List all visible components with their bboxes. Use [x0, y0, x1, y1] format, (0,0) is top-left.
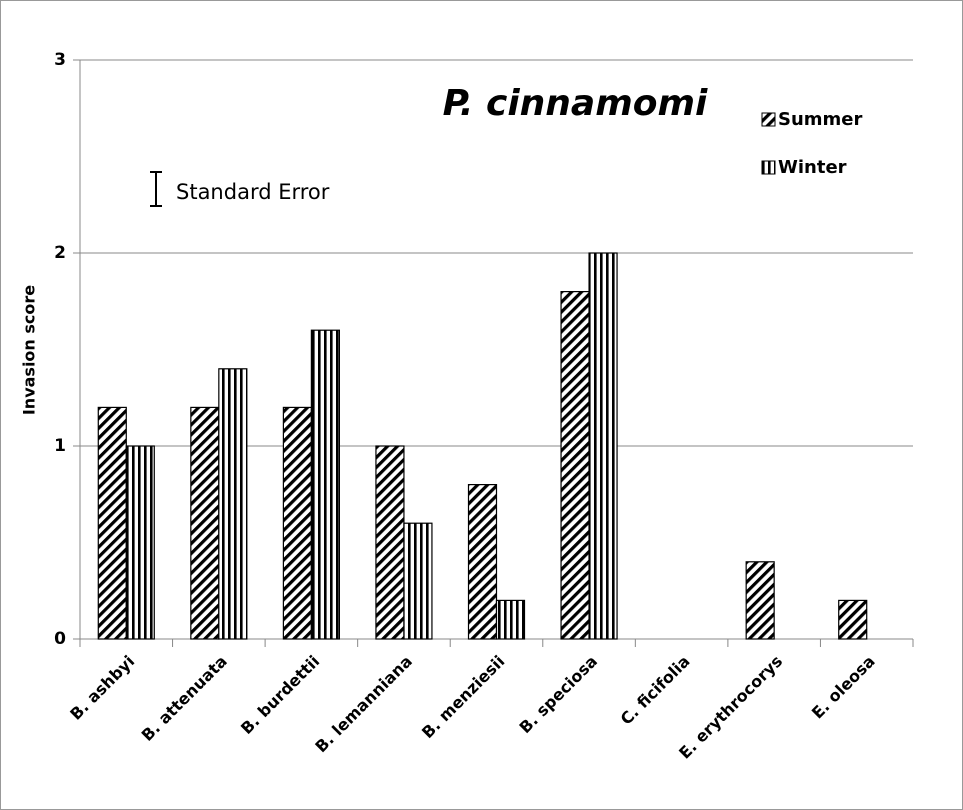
- legend-label: Winter: [778, 157, 847, 178]
- legend-swatch: [761, 112, 776, 127]
- bar: [125, 445, 155, 640]
- y-tick-label: 0: [54, 629, 66, 649]
- se-icon: [150, 171, 162, 207]
- bar: [560, 291, 590, 640]
- y-axis-label: Invasion score: [20, 285, 39, 415]
- chart-title: P. cinnamomi: [443, 83, 708, 124]
- y-tick-label: 3: [54, 50, 66, 70]
- bar: [838, 599, 868, 640]
- bar: [403, 522, 433, 640]
- bar: [310, 329, 340, 640]
- bar: [588, 252, 618, 640]
- y-tick-label: 1: [54, 436, 66, 456]
- bar: [190, 406, 220, 640]
- bar: [97, 406, 127, 640]
- legend-swatch: [761, 160, 776, 175]
- annotation: Standard Error: [176, 180, 330, 204]
- bar: [495, 599, 526, 640]
- bar: [282, 406, 312, 640]
- legend-label: Summer: [778, 109, 862, 130]
- bar: [467, 484, 498, 640]
- bar: [375, 445, 405, 640]
- y-tick-label: 2: [54, 243, 66, 263]
- bar: [218, 368, 248, 640]
- bar: [745, 561, 775, 640]
